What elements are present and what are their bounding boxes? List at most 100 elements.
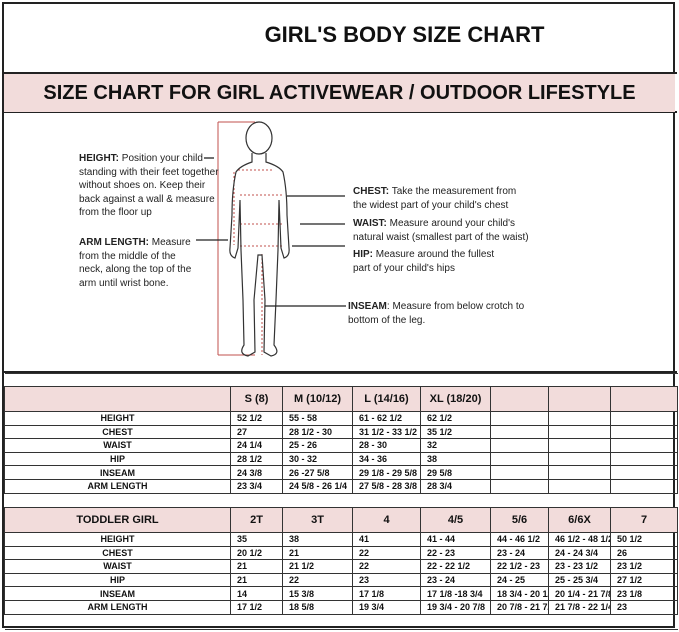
measure-value: 46 1/2 - 48 1/2 [548, 532, 611, 547]
measure-value [610, 478, 678, 494]
measure-value [548, 478, 611, 494]
measure-value: 21 7/8 - 22 1/4 [548, 599, 611, 615]
measure-value: 35 [230, 532, 283, 547]
table-row: WAIST 21 21 1/2 22 22 - 22 1/2 22 1/2 - 23 23 … [4, 559, 678, 574]
measure-value: 21 1/2 [282, 559, 353, 574]
table-row: HEIGHT 35 38 41 41 - 44 44 - 46 1/2 46 1/2 - 4… [4, 532, 678, 547]
measure-value: 19 3/4 [352, 599, 421, 615]
header-row: S (8) M (10/12) L (14/16) XL (18/20) [4, 386, 678, 412]
girl-size-table: S (8) M (10/12) L (14/16) XL (18/20) HEIGHT 5… [4, 373, 678, 494]
measure-value: 38 [282, 532, 353, 547]
measure-label: WAIST [4, 559, 231, 574]
measure-value [490, 411, 549, 426]
size-header: L (14/16) [352, 386, 421, 412]
table-row: ARM LENGTH 23 3/4 24 5/8 - 26 1/4 27 5/8 - … [4, 478, 678, 494]
size-header: 4/5 [420, 507, 491, 533]
measure-value: 17 1/8 [352, 586, 421, 601]
measure-value: 22 - 22 1/2 [420, 559, 491, 574]
measure-value [610, 465, 678, 480]
measure-value: 21 [230, 559, 283, 574]
callout-lines [196, 157, 346, 307]
measure-value: 25 - 25 3/4 [548, 572, 611, 588]
measure-value: 23 [352, 572, 421, 588]
measure-value: 18 3/4 - 20 1/4 [490, 586, 549, 601]
measure-label: HIP [4, 451, 231, 467]
measure-value: 44 - 46 1/2 [490, 532, 549, 547]
measure-value: 62 1/2 [420, 411, 491, 426]
measure-value: 22 [352, 559, 421, 574]
page-subtitle: SIZE CHART FOR GIRL ACTIVEWEAR / OUTDOOR… [4, 74, 675, 112]
page-title: GIRL'S BODY SIZE CHART [264, 22, 545, 47]
measure-value [548, 465, 611, 480]
header-row: TODDLER GIRL 2T 3T 4 4/5 5/6 6/6X 7 [4, 507, 678, 533]
measure-value: 18 5/8 [282, 599, 353, 615]
measure-value [490, 424, 549, 440]
measure-label: CHEST [4, 424, 231, 440]
measure-value: 21 [282, 545, 353, 561]
arm-length-note: ARM LENGTH: Measure from the middle of t… [79, 237, 192, 289]
size-header: 7 [610, 507, 678, 533]
measure-value: 26 [610, 545, 678, 561]
measure-value: 41 [352, 532, 421, 547]
measure-value [610, 451, 678, 467]
chest-note: CHEST: Take the measurement from the wid… [353, 186, 517, 211]
measure-value: 22 1/2 - 23 [490, 559, 549, 574]
size-header: M (10/12) [282, 386, 353, 412]
measure-value: 28 1/2 - 30 [282, 424, 353, 440]
measure-value: 28 3/4 [420, 478, 491, 494]
size-header [490, 386, 549, 412]
table-row: CHEST 27 28 1/2 - 30 31 1/2 - 33 1/2 35 1/2 [4, 424, 678, 440]
measure-value: 19 3/4 - 20 7/8 [420, 599, 491, 615]
measure-value: 24 1/4 [230, 438, 283, 453]
table-row: HIP 21 22 23 23 - 24 24 - 25 25 - 25 3/4 27 1/2 [4, 572, 678, 588]
measure-label: INSEAM [4, 465, 231, 480]
measure-value [610, 424, 678, 440]
measure-value: 41 - 44 [420, 532, 491, 547]
measure-value: 23 1/2 [610, 559, 678, 574]
size-header: 3T [282, 507, 353, 533]
measure-value: 14 [230, 586, 283, 601]
measure-value [548, 438, 611, 453]
measure-value: 24 - 25 [490, 572, 549, 588]
measure-value: 24 - 24 3/4 [548, 545, 611, 561]
measure-value [490, 451, 549, 467]
measure-label: HEIGHT [4, 532, 231, 547]
measure-value: 22 [282, 572, 353, 588]
measure-value [548, 451, 611, 467]
table-row: ARM LENGTH 17 1/2 18 5/8 19 3/4 19 3/4 - 20 … [4, 599, 678, 615]
measure-value: 20 1/4 - 21 7/8 [548, 586, 611, 601]
measure-value: 23 - 24 [490, 545, 549, 561]
child-outline [229, 121, 290, 357]
measure-value: 15 3/8 [282, 586, 353, 601]
measure-value: 50 1/2 [610, 532, 678, 547]
divider [2, 111, 677, 113]
size-header: S (8) [230, 386, 283, 412]
measure-value [490, 465, 549, 480]
measure-value: 20 1/2 [230, 545, 283, 561]
measure-value: 29 5/8 [420, 465, 491, 480]
spacer-row [4, 613, 678, 630]
measure-value [490, 438, 549, 453]
measure-value: 22 - 23 [420, 545, 491, 561]
table-row: HEIGHT 52 1/2 55 - 58 61 - 62 1/2 62 1/2 [4, 411, 678, 426]
measure-value [610, 411, 678, 426]
table-row: WAIST 24 1/4 25 - 26 28 - 30 32 [4, 438, 678, 453]
measure-label: ARM LENGTH [4, 478, 231, 494]
measure-value: 28 - 30 [352, 438, 421, 453]
hip-note: HIP: Measure around the fullest part of … [353, 249, 495, 274]
measure-value: 32 [420, 438, 491, 453]
measure-value: 26 -27 5/8 [282, 465, 353, 480]
measure-label: CHEST [4, 545, 231, 561]
divider [2, 72, 677, 74]
measure-value: 17 1/2 [230, 599, 283, 615]
measure-value [548, 411, 611, 426]
size-header: XL (18/20) [420, 386, 491, 412]
measure-value [610, 438, 678, 453]
size-header [610, 386, 678, 412]
measure-value: 35 1/2 [420, 424, 491, 440]
measure-guide-lines [233, 169, 283, 355]
measure-value: 30 - 32 [282, 451, 353, 467]
inseam-note: INSEAM: Measure from below crotch to bot… [348, 301, 525, 326]
measure-value: 25 - 26 [282, 438, 353, 453]
